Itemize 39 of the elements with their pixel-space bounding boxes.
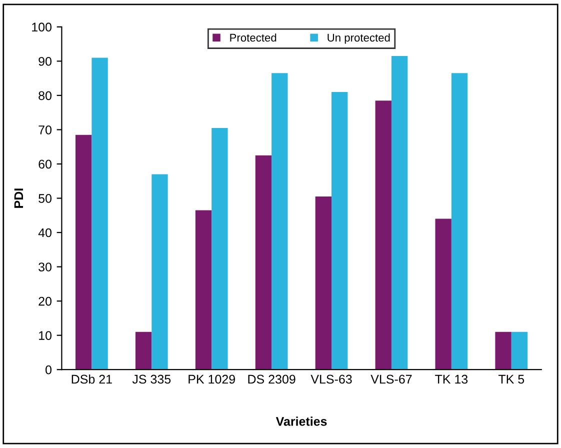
y-tick-label: 90 — [38, 56, 52, 66]
bar — [212, 128, 228, 370]
bar — [332, 92, 348, 370]
y-tick-label: 70 — [38, 125, 52, 134]
x-tick-label: JS 335 — [132, 374, 171, 384]
y-tick-label: 20 — [38, 296, 52, 306]
x-tick-label: VLS-67 — [370, 374, 412, 384]
x-tick-label: DS 2309 — [248, 374, 296, 384]
bar — [511, 332, 528, 370]
bar — [255, 155, 272, 370]
legend-label: Protected — [230, 33, 276, 42]
y-tick-label: 40 — [38, 228, 52, 238]
y-tick-label: 100 — [32, 22, 52, 32]
x-axis-title: Varieties — [276, 416, 327, 426]
y-tick-label: 60 — [38, 160, 52, 169]
x-tick-label: TK 13 — [435, 374, 468, 384]
bar — [375, 100, 392, 370]
bar — [195, 210, 212, 370]
bar — [495, 332, 512, 370]
x-tick-label: PK 1029 — [188, 374, 235, 384]
y-tick-label: 80 — [38, 91, 52, 100]
bar — [272, 73, 288, 370]
bar — [92, 58, 108, 370]
bar — [435, 218, 452, 370]
bar — [135, 332, 152, 370]
bar — [315, 196, 332, 370]
y-tick-label: 30 — [38, 262, 52, 272]
y-tick-label: 10 — [39, 331, 52, 340]
bar — [451, 73, 468, 370]
legend-label: Un protected — [328, 33, 390, 44]
bar — [76, 134, 92, 370]
x-tick-label: DSb 21 — [72, 374, 112, 384]
x-tick-label: VLS-63 — [310, 374, 352, 384]
bar — [152, 174, 168, 370]
y-axis-title: PDI — [14, 188, 23, 208]
y-tick-label: 50 — [38, 194, 52, 203]
bar — [391, 56, 408, 370]
x-tick-label: TK 5 — [498, 374, 524, 384]
y-tick-label: 0 — [46, 365, 52, 374]
